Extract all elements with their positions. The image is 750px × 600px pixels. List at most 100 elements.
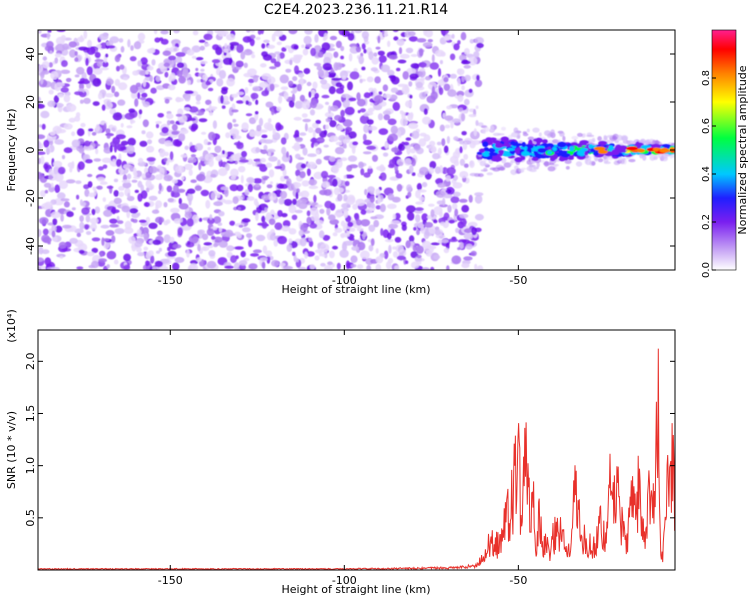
spectrogram-noise-cell — [443, 83, 451, 92]
spectrogram-noise-cell — [353, 68, 358, 73]
spectrogram-noise-cell — [76, 66, 85, 75]
spectrogram-noise-cell — [417, 222, 425, 229]
spectrogram-noise-cell — [306, 81, 312, 87]
spectrogram-signal-peak — [635, 148, 646, 153]
spectrogram-noise-cell — [388, 163, 395, 169]
spectrogram-noise-cell — [345, 126, 353, 133]
spectrogram-noise-cell — [260, 30, 264, 35]
spectrogram-noise-cell — [315, 119, 322, 125]
spectrogram-noise-cell — [259, 81, 269, 88]
spectrogram-noise-cell — [290, 90, 297, 94]
spectrogram-noise-cell — [288, 238, 293, 244]
spectrogram-noise-cell — [620, 135, 629, 141]
spectrogram-noise-cell — [288, 204, 297, 214]
spectrogram-noise-cell — [321, 42, 331, 51]
spectrogram-noise-cell — [463, 256, 473, 261]
spectrogram-noise-cell — [238, 260, 248, 266]
spectrogram-noise-cell — [443, 145, 449, 154]
spectrogram-signal-cell — [533, 138, 542, 142]
spectrogram-noise-cell — [38, 96, 41, 103]
spectrogram-noise-cell — [194, 143, 204, 151]
spectrogram-noise-cell — [38, 228, 42, 238]
spectrogram-noise-cell — [191, 55, 197, 59]
spectrogram-noise-cell — [171, 131, 180, 135]
spectrogram-noise-cell — [372, 87, 377, 95]
spectrogram-noise-cell — [93, 158, 102, 162]
spectrogram-noise-cell — [410, 54, 418, 57]
spectrogram-noise-cell — [360, 209, 367, 215]
spectrogram-noise-cell — [323, 33, 328, 40]
spectrogram-noise-cell — [366, 76, 374, 83]
spectrogram-noise-cell — [209, 214, 213, 221]
spectrogram-noise-cell — [111, 85, 116, 94]
spectrogram-noise-cell — [350, 264, 357, 268]
spectrogram-noise-cell — [305, 43, 313, 48]
spectrogram-noise-cell — [88, 192, 97, 198]
chart-title: C2E4.2023.236.11.21.R14 — [264, 2, 448, 18]
spectrogram-noise-cell — [261, 134, 268, 139]
spectrogram-noise-cell — [172, 184, 179, 193]
spectrogram-noise-cell — [249, 34, 256, 39]
spectrogram-y-tick-label: 0 — [24, 147, 37, 154]
spectrogram-noise-cell — [226, 232, 236, 237]
spectrogram-noise-cell — [280, 190, 288, 199]
spectrogram-noise-cell — [71, 207, 76, 211]
spectrogram-noise-cell — [103, 209, 113, 217]
spectrogram-noise-cell — [179, 218, 183, 223]
spectrogram-noise-cell — [178, 203, 189, 210]
spectrogram-noise-cell — [362, 133, 367, 141]
spectrogram-noise-cell — [526, 166, 533, 172]
spectrogram-noise-cell — [428, 203, 435, 207]
spectrogram-noise-cell — [38, 64, 44, 73]
spectrogram-noise-cell — [378, 128, 389, 136]
spectrogram-noise-cell — [69, 166, 73, 173]
spectrogram-noise-cell — [175, 56, 183, 64]
spectrogram-noise-cell — [154, 260, 163, 268]
spectrogram-noise-cell — [465, 243, 473, 250]
spectrogram-noise-cell — [476, 74, 480, 81]
spectrogram-noise-cell — [396, 39, 405, 46]
spectrogram-noise-cell — [261, 221, 268, 229]
spectrogram-noise-cell — [439, 60, 443, 65]
spectrogram-noise-cell — [58, 180, 68, 189]
spectrogram-noise-cell — [444, 124, 451, 129]
spectrogram-noise-cell — [388, 54, 398, 60]
spectrogram-noise-cell — [329, 35, 338, 41]
spectrogram-noise-cell — [430, 209, 435, 218]
spectrogram-noise-cell — [468, 194, 473, 203]
spectrogram-noise-cell — [218, 211, 225, 217]
spectrogram-noise-cell — [59, 255, 64, 259]
spectrogram-noise-cell — [337, 187, 344, 193]
spectrogram-noise-cell — [267, 151, 271, 157]
spectrogram-y-ticks: -40 -20 0 20 40 — [24, 47, 675, 255]
spectrogram-noise-cell — [194, 185, 202, 191]
spectrogram-noise-cell — [392, 246, 397, 250]
spectrogram-noise-cell — [513, 127, 519, 134]
spectrogram-noise-cell — [271, 33, 276, 42]
spectrogram-noise-cell — [265, 101, 274, 108]
spectrogram-noise-cell — [413, 226, 417, 231]
spectrogram-noise-cell — [244, 87, 249, 94]
spectrogram-noise-cell — [355, 198, 366, 206]
spectrogram-noise-cell — [536, 162, 540, 168]
spectrogram-noise-cell — [92, 77, 102, 87]
spectrogram-noise-cell — [431, 86, 435, 94]
spectrogram-noise-cell — [112, 112, 123, 121]
spectrogram-noise-cell — [283, 175, 289, 180]
spectrogram-noise-cell — [388, 133, 398, 142]
spectrogram-noise-cell — [179, 128, 189, 135]
spectrogram-noise-cell — [489, 125, 495, 132]
spectrogram-noise-cell — [587, 139, 596, 143]
spectrogram-noise-cell — [203, 138, 209, 146]
spectrogram-noise-cell — [263, 144, 268, 151]
spectrogram-signal-cell — [500, 136, 510, 142]
spectrogram-noise-cell — [281, 213, 288, 218]
spectrogram-noise-cell — [115, 134, 126, 140]
spectrogram-noise-cell — [92, 186, 96, 191]
spectrogram-noise-cell — [352, 141, 359, 146]
spectrogram-noise-cell — [184, 163, 193, 170]
spectrogram-noise-cell — [370, 216, 378, 220]
spectrogram-noise-cell — [280, 86, 289, 90]
spectrogram-noise-cell — [142, 101, 150, 108]
